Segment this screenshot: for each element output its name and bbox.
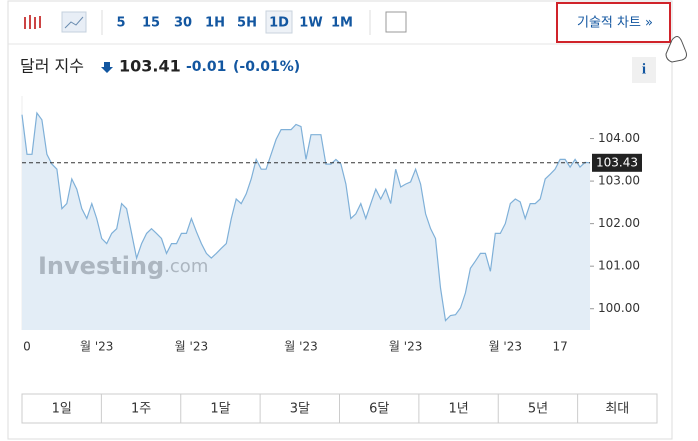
range-button[interactable]: 6달 <box>369 402 389 417</box>
interval[interactable]: 5H <box>237 16 257 31</box>
candle-icon[interactable] <box>22 15 42 31</box>
highlight-box <box>556 2 671 43</box>
range-button[interactable]: 1달 <box>210 402 230 417</box>
down-arrow <box>101 62 113 73</box>
table-icon[interactable] <box>385 11 407 33</box>
y-tick-label: 103.00 <box>598 174 640 188</box>
interval[interactable]: 1H <box>205 16 225 31</box>
x-tick-label: 월 '23 <box>489 340 522 354</box>
tech-chart-link[interactable]: 기술적 차트 » <box>577 16 653 31</box>
x-tick-label: 0 <box>23 340 31 354</box>
y-tick-label: 102.00 <box>598 216 640 230</box>
watermark: Investing.com <box>38 252 208 280</box>
price-line <box>21 111 591 322</box>
area-glyph <box>64 16 84 29</box>
range-button[interactable]: 3달 <box>290 402 310 417</box>
watermark-suffix: .com <box>164 256 208 277</box>
x-tick-label: 월 '23 <box>284 340 317 354</box>
candle-glyph <box>24 15 41 29</box>
watermark-brand: Investing <box>38 252 164 280</box>
frame <box>7 0 673 440</box>
change-pct: (-0.01%) <box>233 59 300 75</box>
price: 103.41 <box>119 57 181 76</box>
range-button[interactable]: 5년 <box>528 402 548 417</box>
area-icon[interactable] <box>61 11 87 33</box>
range-button[interactable]: 1일 <box>52 402 72 417</box>
interval[interactable]: 1W <box>299 16 322 31</box>
interval[interactable]: 15 <box>142 16 160 31</box>
x-tick-label: 월 '23 <box>389 340 422 354</box>
last-value-label: 103.43 <box>596 155 638 169</box>
y-tick-label: 104.00 <box>598 131 640 145</box>
instrument-name: 달러 지수 <box>20 57 84 76</box>
change: -0.01 <box>186 59 226 75</box>
last-value-box <box>592 153 642 172</box>
interval[interactable]: 30 <box>174 16 192 31</box>
interval[interactable]: 1M <box>331 16 353 31</box>
range-button[interactable]: 최대 <box>605 402 629 417</box>
info-label: i <box>642 61 646 77</box>
y-tick-label: 100.00 <box>598 301 640 315</box>
y-tick-label: 101.00 <box>598 259 640 273</box>
area-fill <box>22 113 590 330</box>
info-button[interactable] <box>632 57 656 83</box>
range-button[interactable]: 1년 <box>448 402 468 417</box>
range-button[interactable]: 1주 <box>131 402 151 417</box>
active-interval <box>265 10 293 34</box>
x-tick-label: 월 '23 <box>80 340 113 354</box>
x-tick-label: 월 '23 <box>175 340 208 354</box>
interval[interactable]: 5 <box>116 16 125 31</box>
interval[interactable]: 1D <box>269 16 289 31</box>
cursor-hand <box>665 36 687 63</box>
x-tick-label: 17 <box>552 340 567 354</box>
